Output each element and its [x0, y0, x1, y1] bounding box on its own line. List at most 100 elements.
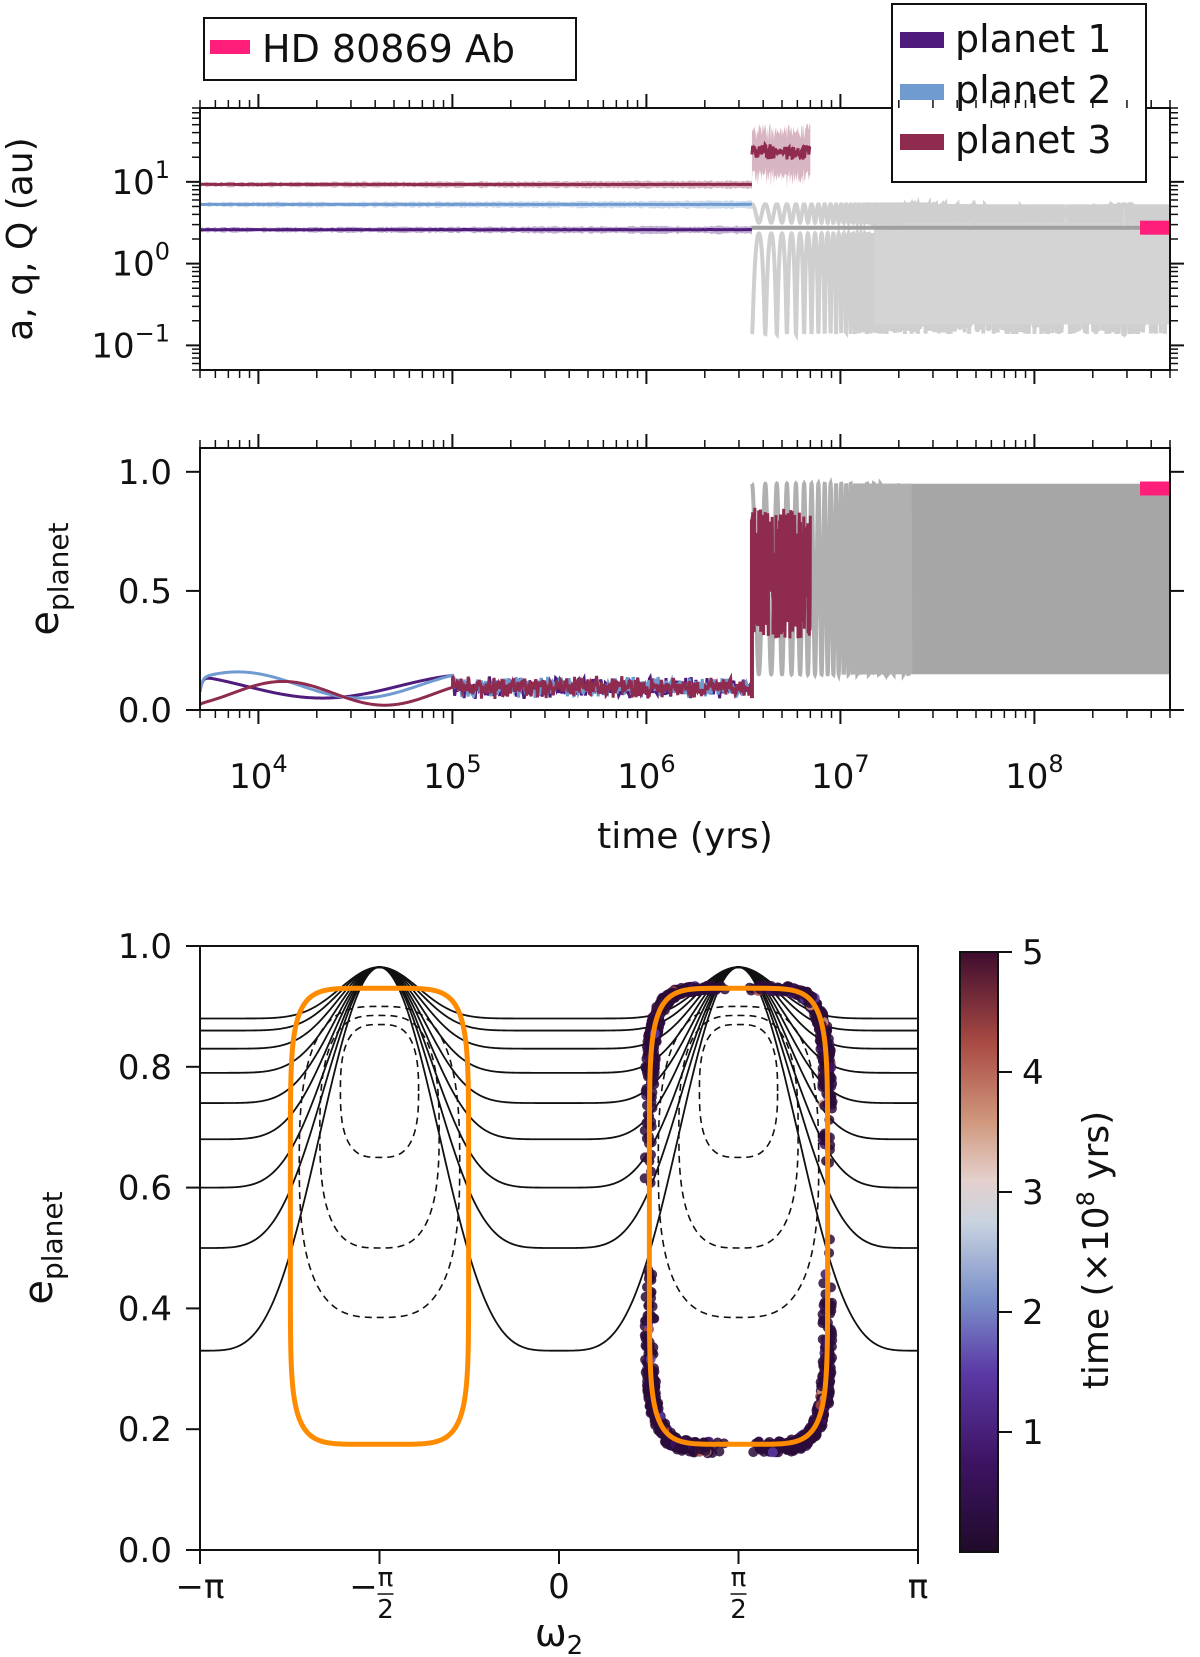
mid-xtick-base: 10 [229, 757, 272, 797]
legend-observed: HD 80869 Ab [203, 17, 577, 81]
bottom-xtick-label: −π [176, 1567, 225, 1607]
contour-dashed [657, 1005, 820, 1319]
mid-xtick-label: 108 [1005, 750, 1064, 797]
bottom-xtick-den: 2 [730, 1595, 747, 1625]
mid-xtick-base: 10 [1005, 757, 1048, 797]
top-ytick-base: 10 [91, 326, 134, 366]
mid-xtick-exp: 5 [466, 750, 481, 778]
bottom-xlabel-base: ω [535, 1611, 567, 1655]
middle-ylabel-sub: planet [42, 522, 75, 611]
bottom-ylabel-base: e [16, 1280, 62, 1305]
contour-solid [200, 966, 918, 1352]
legend-planets: planet 1 planet 2 planet 3 [891, 3, 1147, 183]
legend-planet3-label: planet 3 [955, 118, 1112, 162]
top-observed-marker [1140, 220, 1170, 235]
mid-xtick-label: 106 [617, 750, 676, 797]
orbit-scatter-point [688, 1446, 699, 1457]
mid-xtick-base: 10 [423, 757, 466, 797]
top-ytick-exp: 0 [155, 238, 170, 266]
mid-surviving-fill [906, 483, 1170, 675]
legend-planet2-label: planet 2 [955, 68, 1112, 112]
bottom-xtick-num: π [378, 1563, 394, 1593]
bottom-ytick-label: 0.2 [118, 1410, 172, 1450]
bottom-xtick-label: π [908, 1567, 928, 1607]
bottom-ytick-label: 0.8 [118, 1048, 172, 1088]
mid-xtick-label: 104 [229, 750, 288, 797]
mid-xtick-label: 107 [811, 750, 870, 797]
colorbar-gradient [959, 951, 999, 1553]
mid-xtick-exp: 7 [854, 750, 869, 778]
bottom-ytick-label: 0.0 [118, 1531, 172, 1571]
top-ytick-base: 10 [111, 245, 154, 285]
colorbar: 1 2 3 4 5 time (×108 yrs) [959, 933, 1117, 1553]
bottom-xtick-sign: − [349, 1567, 378, 1607]
orbit-scatter-point [817, 1309, 828, 1320]
bottom-xtick-den: 2 [377, 1595, 394, 1625]
orange-orbit-left [287, 985, 472, 1447]
legend-planet2-swatch [900, 84, 944, 100]
mid-xtick-label: 105 [423, 750, 482, 797]
mid-xtick-base: 10 [811, 757, 854, 797]
bottom-xlabel: ω2 [535, 1611, 583, 1657]
orange-orbit-right [646, 985, 831, 1447]
colorbar-tick-label: 5 [1022, 933, 1044, 973]
top-ytick-exp: 1 [155, 156, 170, 184]
top-ytick-label: 100 [111, 238, 170, 285]
contour-dashed [319, 1014, 440, 1249]
orbit-scatter-point [827, 1352, 838, 1363]
bottom-xtick-num: π [731, 1563, 747, 1593]
colorbar-label-suffix: yrs) [1076, 1111, 1117, 1191]
bottom-xtick-label: 0 [548, 1567, 570, 1607]
colorbar-tick-label: 4 [1022, 1053, 1044, 1093]
orbit-scatter-point [714, 1446, 725, 1457]
colorbar-label-exp: 8 [1072, 1191, 1100, 1206]
orbit-scatter-point [767, 1447, 778, 1458]
colorbar-tick-label: 2 [1022, 1293, 1044, 1333]
contour-solid [200, 966, 918, 1032]
colorbar-label: time (×108 yrs) [1072, 1111, 1117, 1389]
mid-observed-marker [1140, 481, 1170, 496]
bottom-xtick-label: − π2 [349, 1563, 394, 1625]
mid-xtick-exp: 4 [272, 750, 287, 778]
orbit-scatter-point [674, 1442, 685, 1453]
legend-planet1-swatch [900, 32, 944, 48]
bottom-ytick-label: 0.6 [118, 1169, 172, 1209]
legend-planet3-swatch [900, 134, 944, 150]
orbit-scatter-point [824, 1398, 835, 1409]
mid-xtick-base: 10 [617, 757, 660, 797]
legend-observed-swatch [210, 40, 250, 54]
top-surviving-apocentre [751, 196, 1170, 231]
top-ytick-base: 10 [111, 163, 154, 203]
top-ylabel: a, q, Q (au) [0, 137, 41, 340]
bottom-xlabel-sub: 2 [567, 1631, 584, 1657]
mid-line-planet3-late [750, 507, 812, 639]
legend-planet1-label: planet 1 [955, 17, 1112, 61]
contour-dashed [339, 1023, 420, 1159]
contour-solid [200, 966, 918, 1189]
contour-solid [200, 966, 918, 1074]
contour-dashed [678, 1014, 799, 1249]
colorbar-label-prefix: time (×10 [1076, 1206, 1117, 1389]
colorbar-tick-label: 3 [1022, 1173, 1044, 1213]
top-band-planet3-late [751, 122, 811, 188]
contour-solid [200, 966, 918, 1050]
bottom-xtick-label: π2 [730, 1563, 747, 1625]
top-ytick-label: 101 [111, 156, 170, 203]
colorbar-tick-label: 1 [1022, 1413, 1044, 1453]
top-line-planet3-late [750, 140, 812, 161]
middle-ylabel-base: e [22, 611, 68, 636]
middle-xlabel: time (yrs) [597, 816, 773, 857]
mid-xtick-exp: 6 [660, 750, 675, 778]
contour-dashed [298, 1005, 461, 1319]
mid-line-planet3 [200, 672, 754, 707]
bottom-ylabel-sub: planet [36, 1191, 69, 1280]
mid-ytick-label: 0.5 [118, 572, 172, 612]
legend-observed-label: HD 80869 Ab [262, 27, 515, 71]
mid-ytick-label: 0.0 [118, 691, 172, 731]
orbit-scatter-point [793, 1442, 804, 1453]
bottom-ytick-label: 1.0 [118, 927, 172, 967]
